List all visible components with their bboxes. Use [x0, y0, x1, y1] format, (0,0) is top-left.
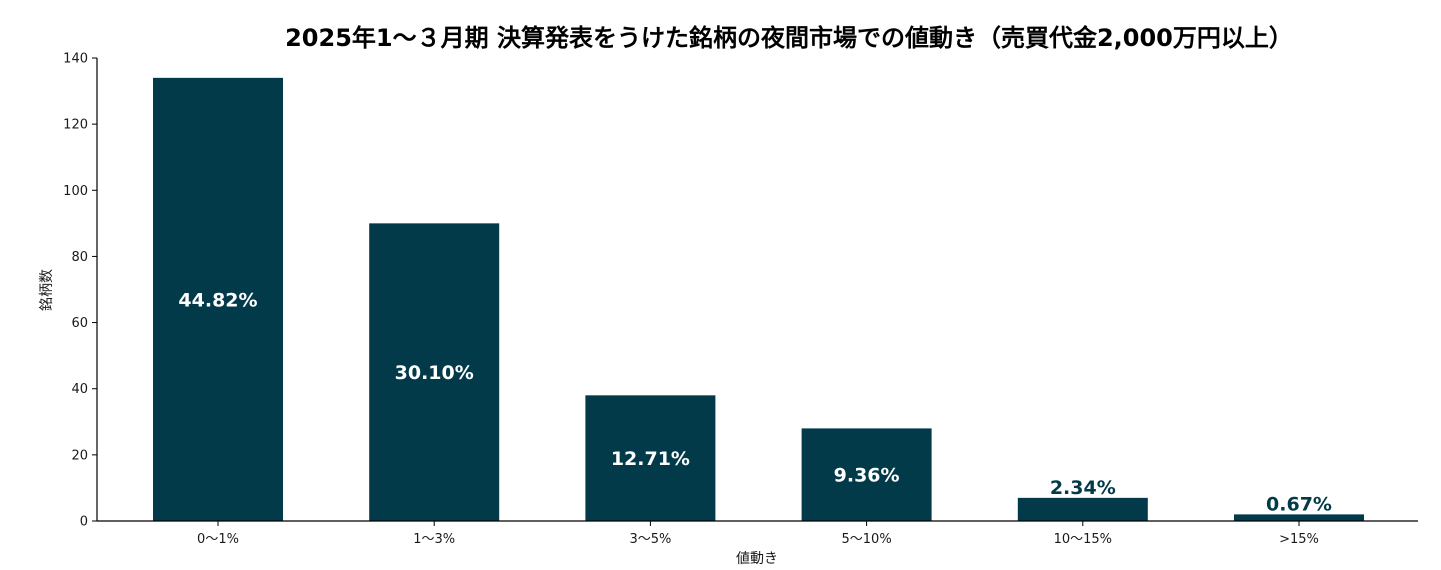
x-axis-title: 値動き [736, 551, 778, 567]
data-label: 2.34% [1050, 477, 1116, 499]
bar [369, 223, 500, 521]
bar [585, 395, 716, 521]
y-tick-label: 40 [71, 382, 88, 397]
data-label: 30.10% [395, 362, 474, 384]
data-label: 9.36% [834, 465, 900, 487]
chart-title: 2025年1～３月期 決算発表をうけた銘柄の夜間市場での値動き（売買代金2,00… [285, 24, 1293, 52]
x-tick-label: 1〜3% [413, 532, 455, 547]
x-tick-label: 10〜15% [1054, 532, 1112, 547]
x-tick-label: 0〜1% [197, 532, 239, 547]
data-label: 0.67% [1266, 493, 1332, 515]
data-label: 12.71% [611, 448, 690, 470]
bar [801, 428, 932, 521]
bar [1017, 497, 1148, 521]
y-tick-label: 0 [80, 515, 88, 530]
y-tick-label: 120 [63, 118, 88, 133]
x-tick-label: >15% [1279, 532, 1319, 547]
y-axis-title: 銘柄数 [39, 269, 55, 311]
x-tick-label: 3〜5% [629, 532, 671, 547]
data-labels-group: 44.82% 30.10% 12.71% 9.36% 2.34% 0.67% [178, 289, 1332, 515]
y-tick-label: 140 [63, 52, 88, 67]
y-axis-ticks: 0 20 40 60 80 100 120 140 [63, 52, 97, 530]
x-tick-label: 5〜10% [842, 532, 892, 547]
x-axis-ticks: 0〜1% 1〜3% 3〜5% 5〜10% 10〜15% >15% [197, 521, 1319, 547]
data-label: 44.82% [178, 289, 257, 311]
bar [153, 77, 283, 521]
y-tick-label: 100 [63, 184, 88, 199]
y-tick-label: 80 [71, 250, 88, 265]
bar [1234, 514, 1364, 521]
y-tick-label: 60 [71, 316, 88, 331]
y-tick-label: 20 [71, 448, 88, 463]
bars-group [153, 77, 1364, 521]
